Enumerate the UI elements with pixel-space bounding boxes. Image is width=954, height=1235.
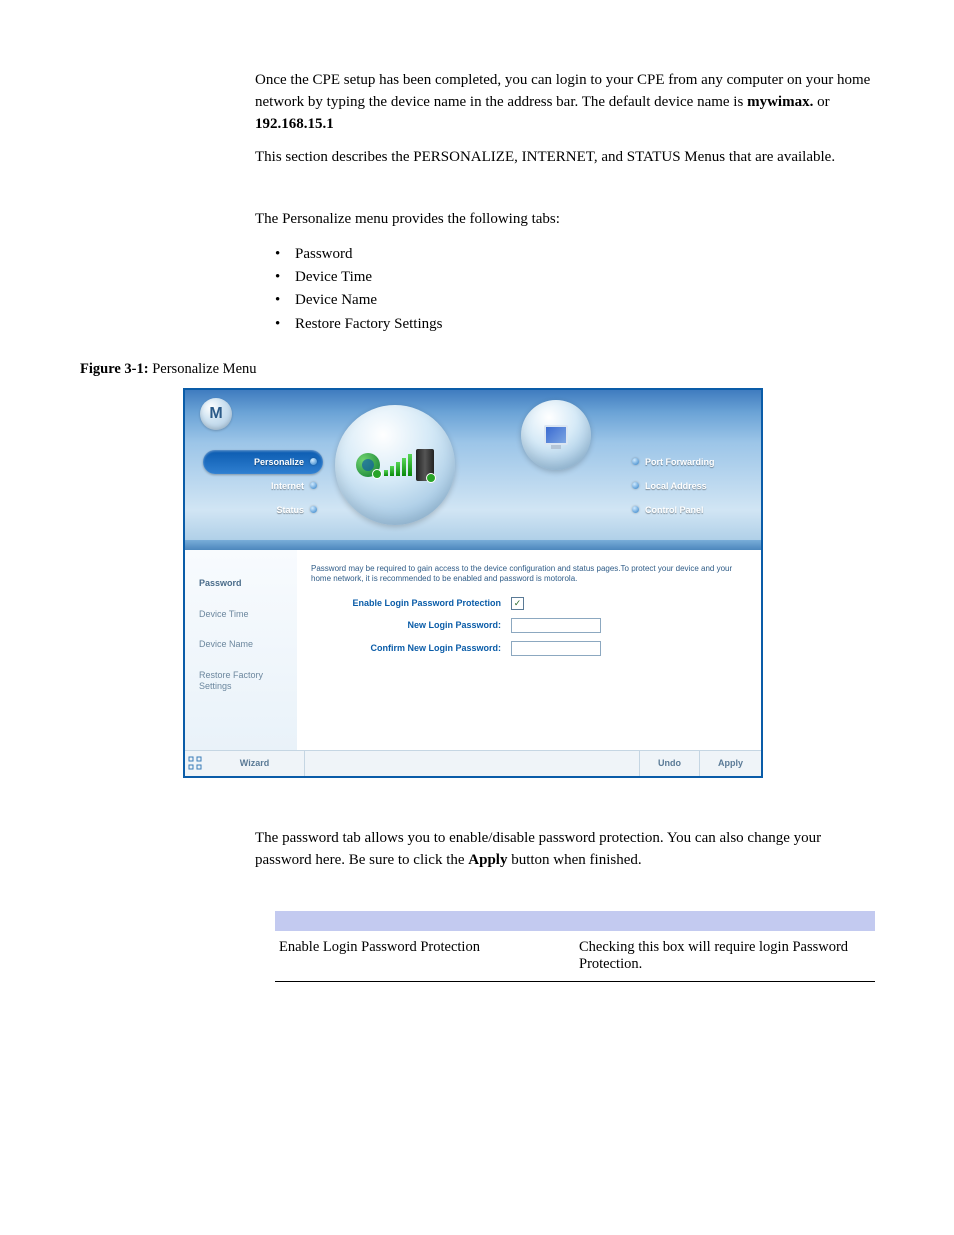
left-nav: Personalize Internet Status — [203, 450, 323, 522]
screenshot-content: Password Device Time Device Name Restore… — [185, 550, 761, 750]
nav-personalize[interactable]: Personalize — [203, 450, 323, 474]
nav-dot-icon — [632, 506, 639, 513]
nav-label: Port Forwarding — [645, 457, 715, 467]
intro-p1-bold1: mywimax. — [747, 94, 813, 110]
figure-caption: Figure 3-1: Personalize Menu — [80, 361, 874, 378]
nav-label: Internet — [271, 481, 304, 491]
logo-icon: M — [200, 398, 232, 430]
screenshot-container: M Personalize Internet Status — [183, 388, 763, 778]
form-description: Password may be required to gain access … — [311, 564, 743, 585]
nav-label: Status — [276, 505, 304, 515]
right-nav: Port Forwarding Local Address Control Pa… — [628, 450, 743, 522]
table-cell-left: Enable Login Password Protection — [275, 931, 575, 982]
intro-p1-bold2: 192.168.15.1 — [255, 116, 334, 132]
intro-paragraph-3: The Personalize menu provides the follow… — [255, 209, 874, 231]
intro-bullet-list: Password Device Time Device Name Restore… — [275, 243, 874, 336]
bullet-item: Password — [275, 243, 874, 266]
after-p-text2: button when finished. — [507, 852, 641, 868]
screenshot-header: M Personalize Internet Status — [185, 390, 761, 540]
nav-dot-icon — [632, 482, 639, 489]
table-row: Enable Login Password Protection Checkin… — [275, 931, 875, 982]
nav-label: Control Panel — [645, 505, 704, 515]
check-icon — [372, 469, 382, 479]
check-icon — [426, 473, 436, 483]
info-table: Enable Login Password Protection Checkin… — [275, 911, 875, 982]
table-header-row — [275, 911, 875, 931]
form-row-new-password: New Login Password: — [311, 618, 743, 633]
side-tabs: Password Device Time Device Name Restore… — [185, 550, 297, 750]
table-cell-right: Checking this box will require login Pas… — [575, 931, 875, 982]
form-area: Password may be required to gain access … — [297, 550, 761, 750]
nav-port-forwarding[interactable]: Port Forwarding — [628, 450, 743, 474]
nav-local-address[interactable]: Local Address — [628, 474, 743, 498]
intro-paragraph-1: Once the CPE setup has been completed, y… — [255, 70, 874, 135]
new-password-input[interactable] — [511, 618, 601, 633]
wizard-button[interactable]: Wizard — [205, 751, 305, 776]
side-tab-password[interactable]: Password — [185, 568, 297, 599]
bullet-item: Device Name — [275, 289, 874, 312]
side-tab-device-time[interactable]: Device Time — [185, 599, 297, 630]
side-tab-device-name[interactable]: Device Name — [185, 629, 297, 660]
form-label: New Login Password: — [311, 620, 511, 630]
nav-status[interactable]: Status — [203, 498, 323, 522]
nav-control-panel[interactable]: Control Panel — [628, 498, 743, 522]
figure-title: Personalize Menu — [149, 361, 257, 377]
wizard-icon — [185, 756, 205, 770]
nav-label: Personalize — [254, 457, 304, 467]
screenshot-footer: Wizard Undo Apply — [185, 750, 761, 776]
side-tab-restore-factory[interactable]: Restore Factory Settings — [185, 660, 297, 702]
form-label: Enable Login Password Protection — [311, 598, 511, 608]
monitor-icon — [544, 425, 568, 445]
header-bottom-bar — [185, 540, 761, 550]
nav-dot-icon — [632, 458, 639, 465]
header-sphere-monitor-icon — [521, 400, 591, 470]
signal-bars-icon — [384, 454, 412, 476]
after-screenshot-paragraph: The password tab allows you to enable/di… — [255, 828, 874, 872]
form-row-enable-protection: Enable Login Password Protection ✓ — [311, 597, 743, 610]
intro-paragraph-2: This section describes the PERSONALIZE, … — [255, 147, 874, 169]
nav-dot-icon — [310, 482, 317, 489]
bullet-item: Restore Factory Settings — [275, 313, 874, 336]
apply-button[interactable]: Apply — [699, 751, 761, 776]
form-row-confirm-password: Confirm New Login Password: — [311, 641, 743, 656]
nav-label: Local Address — [645, 481, 707, 491]
logo-letter: M — [209, 405, 222, 423]
figure-label: Figure 3-1: — [80, 361, 149, 377]
enable-protection-checkbox[interactable]: ✓ — [511, 597, 524, 610]
undo-button[interactable]: Undo — [639, 751, 699, 776]
nav-dot-icon — [310, 506, 317, 513]
bullet-item: Device Time — [275, 266, 874, 289]
form-label: Confirm New Login Password: — [311, 643, 511, 653]
after-p-bold: Apply — [468, 852, 507, 868]
nav-internet[interactable]: Internet — [203, 474, 323, 498]
nav-dot-icon — [310, 458, 317, 465]
header-sphere-connection-icon — [335, 405, 455, 525]
intro-p1-text2: or — [813, 94, 829, 110]
confirm-password-input[interactable] — [511, 641, 601, 656]
